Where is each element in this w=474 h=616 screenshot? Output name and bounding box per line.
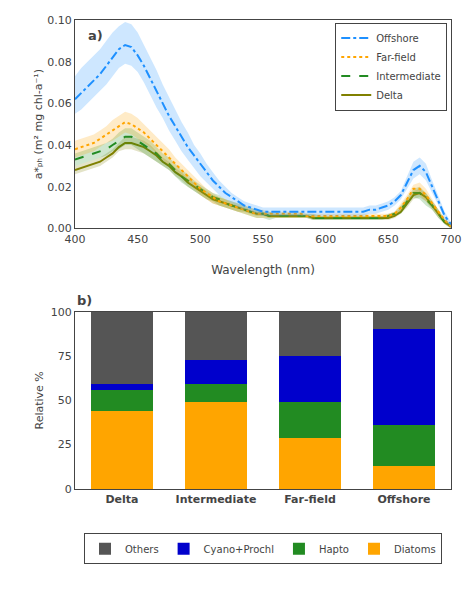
svg-text:Relative %: Relative % <box>33 371 46 429</box>
svg-text:Wavelength (nm): Wavelength (nm) <box>211 263 315 277</box>
svg-text:0.04: 0.04 <box>47 139 72 152</box>
svg-text:650: 650 <box>378 233 399 246</box>
svg-text:Offshore: Offshore <box>376 33 418 44</box>
svg-text:700: 700 <box>441 233 462 246</box>
svg-text:600: 600 <box>315 233 336 246</box>
svg-text:Hapto: Hapto <box>319 544 349 555</box>
svg-text:Delta: Delta <box>376 90 403 101</box>
svg-text:a*ₚₕ (m² mg chl-a⁻¹): a*ₚₕ (m² mg chl-a⁻¹) <box>32 69 45 179</box>
svg-text:0.06: 0.06 <box>47 97 72 110</box>
svg-text:Far-field: Far-field <box>284 493 336 506</box>
svg-text:75: 75 <box>58 350 72 363</box>
svg-text:Others: Others <box>125 544 159 555</box>
svg-text:0: 0 <box>65 483 72 496</box>
svg-text:0.00: 0.00 <box>47 222 72 235</box>
svg-text:Diatoms: Diatoms <box>394 544 436 555</box>
svg-text:450: 450 <box>127 233 148 246</box>
svg-text:550: 550 <box>253 233 274 246</box>
svg-text:Far-field: Far-field <box>376 52 416 63</box>
svg-text:0.10: 0.10 <box>47 14 72 27</box>
svg-text:0.08: 0.08 <box>47 56 72 69</box>
svg-text:Delta: Delta <box>105 493 138 506</box>
svg-text:Offshore: Offshore <box>377 493 430 506</box>
svg-text:0.02: 0.02 <box>47 181 72 194</box>
svg-text:50: 50 <box>58 394 72 407</box>
svg-text:25: 25 <box>58 438 72 451</box>
svg-text:100: 100 <box>51 306 72 319</box>
svg-text:400: 400 <box>65 233 86 246</box>
svg-text:a): a) <box>88 28 103 43</box>
svg-text:Intermediate: Intermediate <box>376 71 441 82</box>
svg-text:b): b) <box>77 293 92 308</box>
svg-text:Cyano+Prochl: Cyano+Prochl <box>204 544 274 555</box>
svg-text:500: 500 <box>190 233 211 246</box>
svg-text:Intermediate: Intermediate <box>176 493 257 506</box>
